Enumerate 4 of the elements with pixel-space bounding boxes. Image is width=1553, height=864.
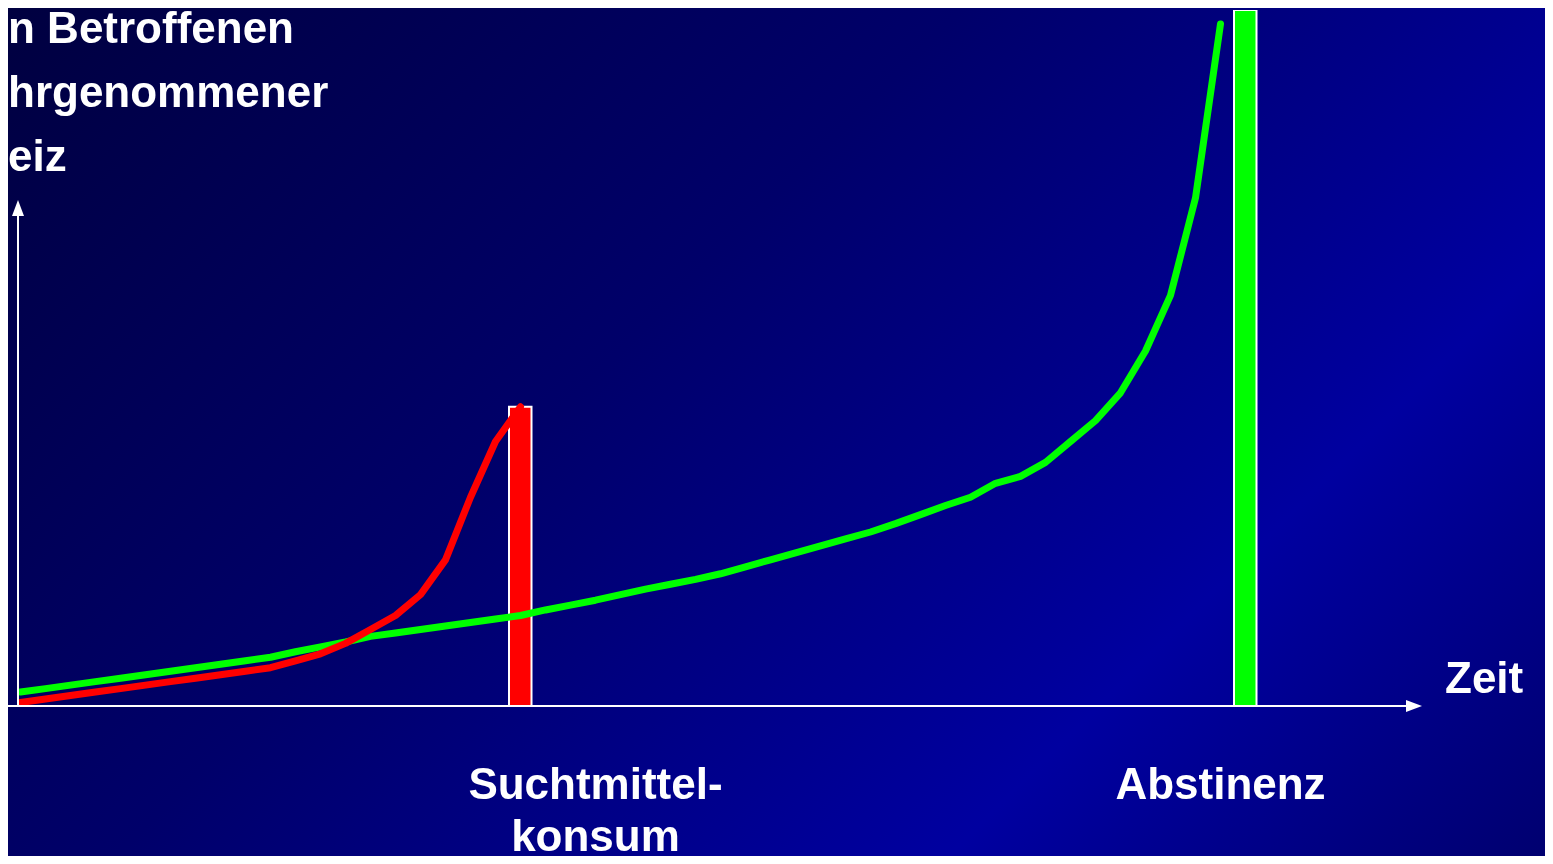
x-tick-label: Suchtmittel-konsum	[468, 759, 723, 860]
x-axis-title: Zeit	[1445, 653, 1524, 703]
x-tick-label: Abstinenz	[1115, 759, 1326, 808]
y-axis-title: n Betroffenen hrgenommener eiz	[8, 7, 329, 182]
